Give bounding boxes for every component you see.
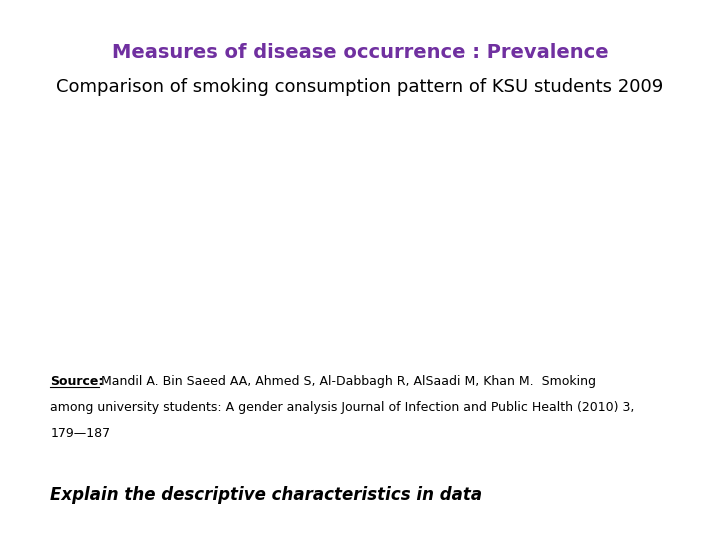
Text: Measures of disease occurrence : Prevalence: Measures of disease occurrence : Prevale… [112,43,608,62]
Text: among university students: A gender analysis Journal of Infection and Public Hea: among university students: A gender anal… [50,401,635,414]
Text: Comparison of smoking consumption pattern of KSU students 2009: Comparison of smoking consumption patter… [56,78,664,96]
Text: 179—187: 179—187 [50,427,111,440]
Text: Mandil A. Bin Saeed AA, Ahmed S, Al-Dabbagh R, AlSaadi M, Khan M.  Smoking: Mandil A. Bin Saeed AA, Ahmed S, Al-Dabb… [101,375,596,388]
Text: Explain the descriptive characteristics in data: Explain the descriptive characteristics … [50,486,482,504]
Text: Source:: Source: [50,375,104,388]
